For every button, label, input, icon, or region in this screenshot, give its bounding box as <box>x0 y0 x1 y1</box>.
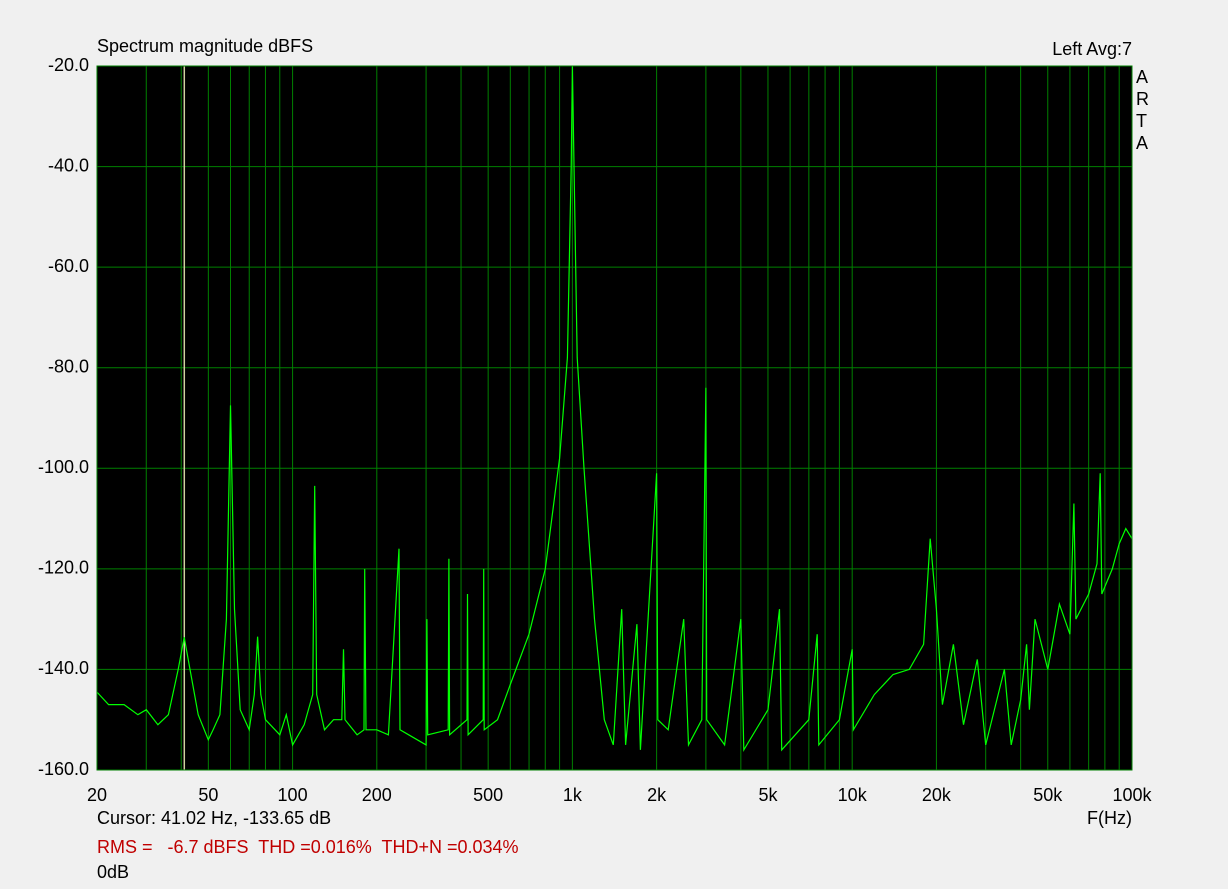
y-tick-label: -80.0 <box>48 356 89 376</box>
x-tick-label: 10k <box>838 785 868 805</box>
x-tick-label: 1k <box>563 785 583 805</box>
x-tick-label: 200 <box>362 785 392 805</box>
spectrum-line <box>96 65 1133 752</box>
x-tick-label: 100 <box>278 785 308 805</box>
y-tick-label: -160.0 <box>38 759 89 779</box>
x-tick-label: 500 <box>473 785 503 805</box>
y-tick-label: -40.0 <box>48 155 89 175</box>
y-tick-label: -100.0 <box>38 457 89 477</box>
x-axis-label: F(Hz) <box>1087 808 1132 828</box>
chart-title: Spectrum magnitude dBFS <box>97 36 313 56</box>
x-tick-label: 20k <box>922 785 952 805</box>
cursor-text: Cursor: 41.02 Hz, -133.65 dB <box>97 808 331 828</box>
y-tick-label: -60.0 <box>48 256 89 276</box>
x-tick-label: 50k <box>1033 785 1063 805</box>
x-tick-label: 20 <box>87 785 107 805</box>
y-tick-label: -120.0 <box>38 558 89 578</box>
x-tick-label: 50 <box>198 785 218 805</box>
x-tick-label: 2k <box>647 785 667 805</box>
side-label: ARTA <box>1136 67 1149 153</box>
plot-border <box>96 65 1133 771</box>
y-tick-label: -140.0 <box>38 658 89 678</box>
x-tick-label: 5k <box>758 785 778 805</box>
plot-area <box>97 66 1132 770</box>
y-tick-label: -20.0 <box>48 55 89 75</box>
reference-text: 0dB <box>97 862 129 882</box>
measurement-text: RMS = -6.7 dBFS THD =0.016% THD+N =0.034… <box>97 837 519 857</box>
x-tick-label: 100k <box>1112 785 1152 805</box>
channel-label: Left Avg:7 <box>1052 39 1132 59</box>
